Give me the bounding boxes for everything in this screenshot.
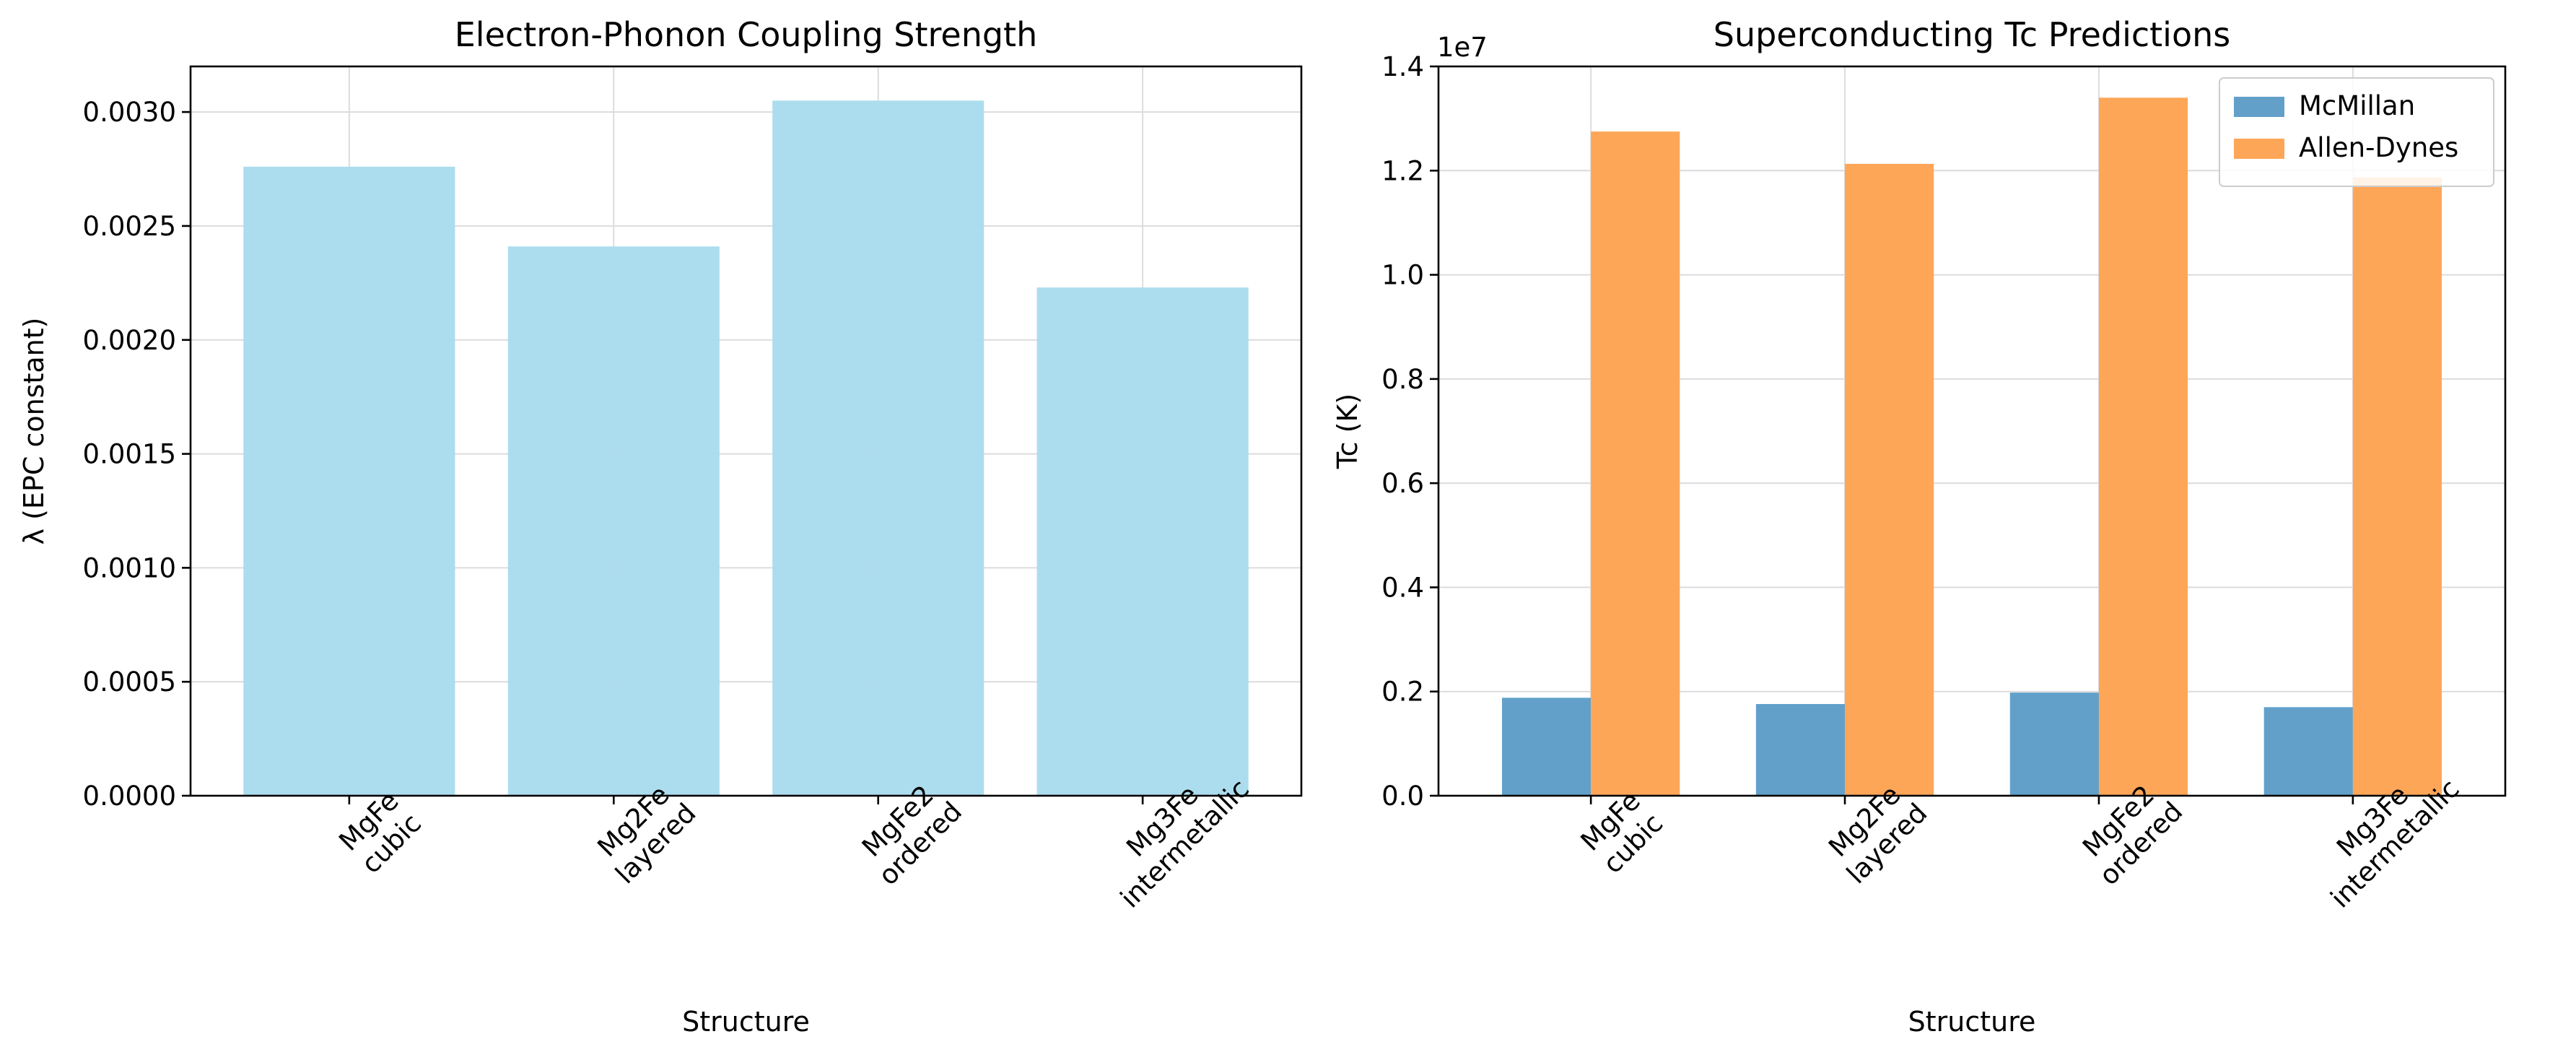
y-tick-label: 0.0000 [83, 781, 176, 812]
y-tick-label: 0.0005 [83, 666, 176, 698]
y-tick-label: 0.0025 [83, 211, 176, 242]
bar-mcmillan [1755, 704, 1846, 796]
x-axis-label: Structure [682, 1006, 810, 1038]
y-offset-text: 1e7 [1437, 32, 1488, 63]
bar-allen-dynes [2098, 97, 2188, 796]
y-tick-label: 0.0020 [83, 325, 176, 356]
y-axis-label: Tc (K) [1332, 394, 1363, 469]
legend-label: Allen-Dynes [2299, 132, 2458, 163]
axes-frame [189, 65, 1303, 797]
bar-allen-dynes [1845, 163, 1934, 796]
y-axis-label: λ (EPC constant) [18, 318, 50, 545]
y-tick-label: 0.4 [1381, 572, 1424, 603]
epc-strength-panel: 0.0000 0.0005 0.0010 0.0015 0.0020 0.0025 0.00… [18, 15, 1303, 1038]
bar-mcmillan [1501, 698, 1592, 796]
legend-swatch-mcmillan [2234, 97, 2284, 117]
legend-box [2219, 77, 2494, 187]
y-tick-label: 1.4 [1381, 51, 1424, 82]
bar [772, 100, 984, 796]
chart-title: Superconducting Tc Predictions [1713, 15, 2230, 54]
y-tick-label: 0.2 [1381, 677, 1424, 708]
axes-frame [1437, 65, 2507, 797]
bar-allen-dynes [2352, 177, 2442, 796]
bar [507, 246, 720, 796]
y-tick-label: 0.0 [1381, 781, 1424, 812]
legend-swatch-allen-dynes [2234, 139, 2284, 159]
y-tick-label: 0.0015 [83, 439, 176, 470]
x-axis-label: Structure [1908, 1006, 2036, 1038]
legend-label: McMillan [2299, 90, 2415, 121]
y-tick-label: 0.0010 [83, 552, 176, 583]
y-tick-label: 0.0030 [83, 97, 176, 128]
bar-allen-dynes [1591, 131, 1680, 796]
y-tick-label: 1.0 [1381, 260, 1424, 291]
bar [243, 166, 455, 796]
bar-mcmillan [2263, 707, 2353, 796]
y-tick-label: 0.6 [1381, 468, 1424, 499]
y-tick-label: 0.8 [1381, 364, 1424, 395]
bar-mcmillan [2009, 692, 2099, 796]
y-tick-label: 1.2 [1381, 155, 1424, 186]
bar [1036, 287, 1249, 796]
chart-title: Electron-Phonon Coupling Strength [455, 15, 1038, 54]
